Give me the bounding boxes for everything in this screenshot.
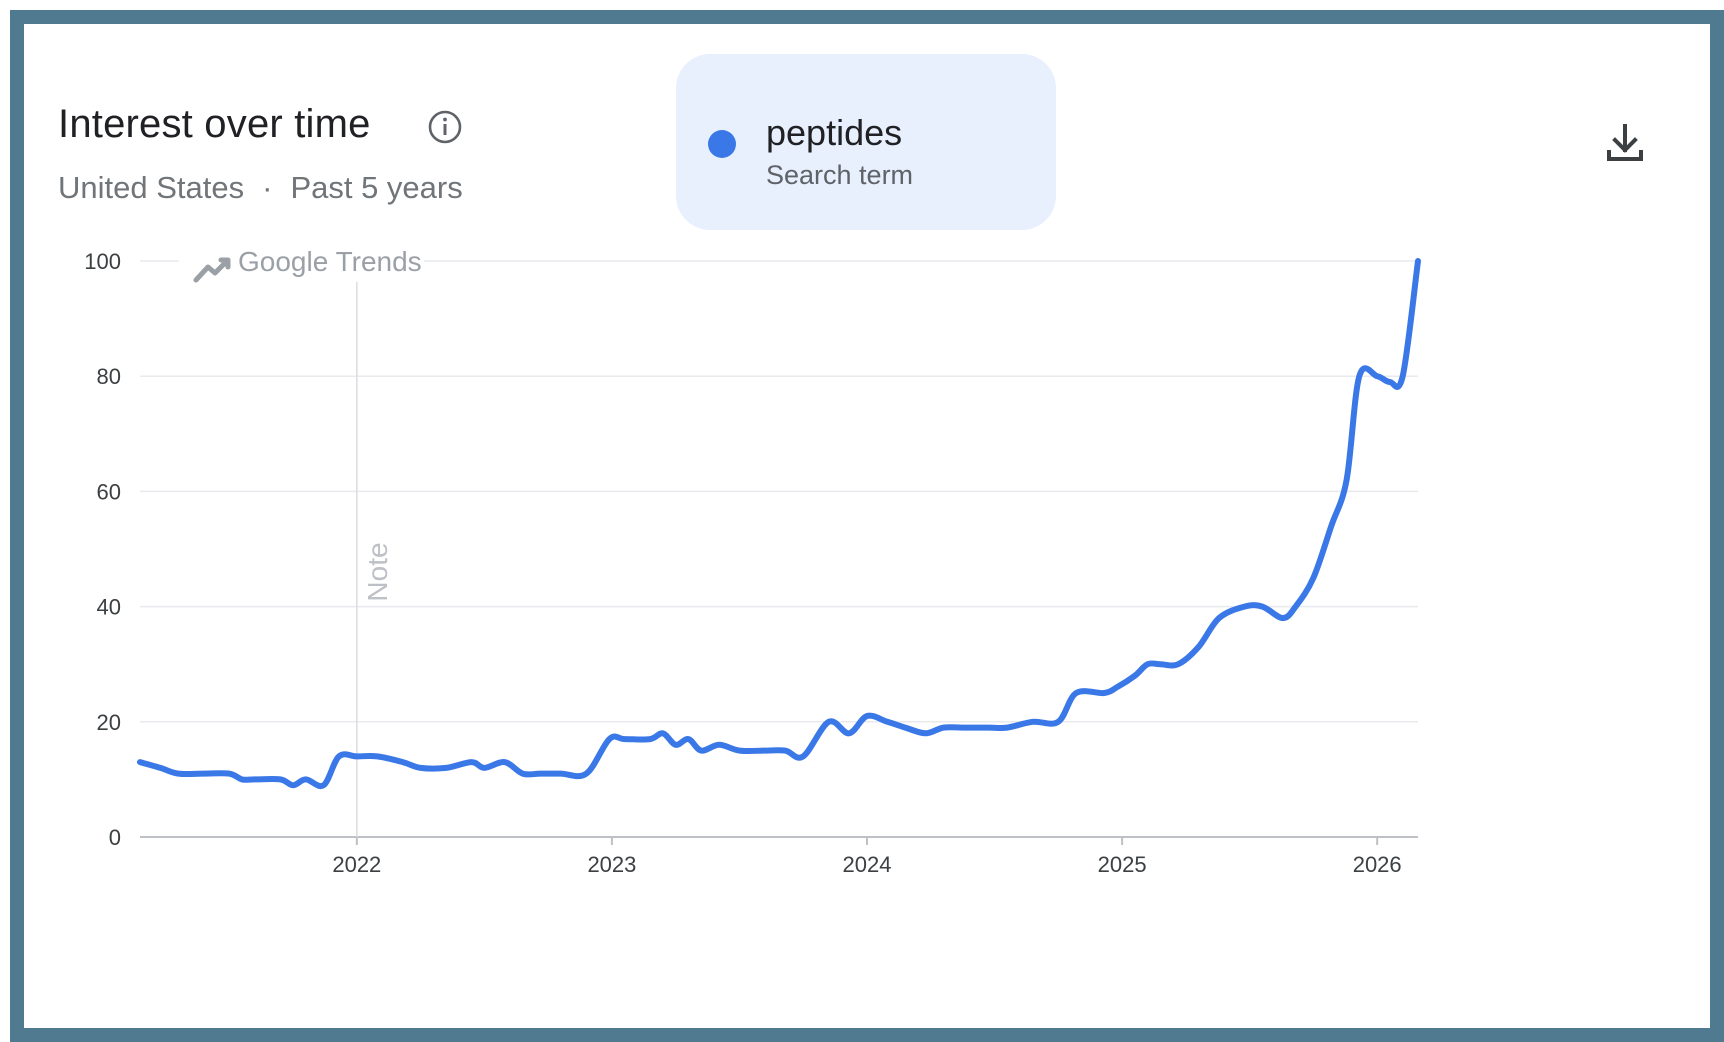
x-tick-label: 2024	[843, 852, 892, 877]
download-icon[interactable]	[1602, 120, 1648, 166]
search-term-name: peptides	[766, 112, 903, 153]
x-tick-label: 2022	[332, 852, 381, 877]
y-tick-label: 100	[84, 249, 121, 274]
y-tick-label: 0	[109, 825, 121, 850]
note-label: Note	[362, 542, 393, 601]
search-term-card[interactable]: peptides Search term	[676, 54, 1056, 230]
y-tick-label: 80	[97, 364, 121, 389]
trend-arrow-icon	[193, 257, 231, 283]
search-term-kind: Search term	[766, 160, 914, 190]
series-color-dot	[708, 130, 736, 158]
y-tick-label: 40	[97, 595, 121, 620]
info-icon[interactable]	[428, 110, 462, 144]
y-tick-label: 20	[97, 710, 121, 735]
y-tick-label: 60	[97, 479, 121, 504]
x-tick-label: 2026	[1353, 852, 1402, 877]
chart-title: Interest over time	[58, 102, 371, 146]
x-tick-label: 2023	[587, 852, 636, 877]
chart-card: Interest over time United States · Past 5 …	[10, 10, 1724, 1042]
separator-dot: ·	[262, 170, 273, 205]
timeframe-label[interactable]: Past 5 years	[290, 170, 463, 205]
x-tick-label: 2025	[1098, 852, 1147, 877]
region-label[interactable]: United States	[58, 170, 245, 205]
chart-subtitle: United States · Past 5 years	[58, 170, 463, 206]
series-line-peptides	[137, 258, 1421, 790]
watermark-text: Google Trends	[238, 246, 422, 277]
line-chart: 0 20 40 60 80 100 2022 2023 2024 2025 2026 Note Goog…	[84, 242, 1421, 877]
